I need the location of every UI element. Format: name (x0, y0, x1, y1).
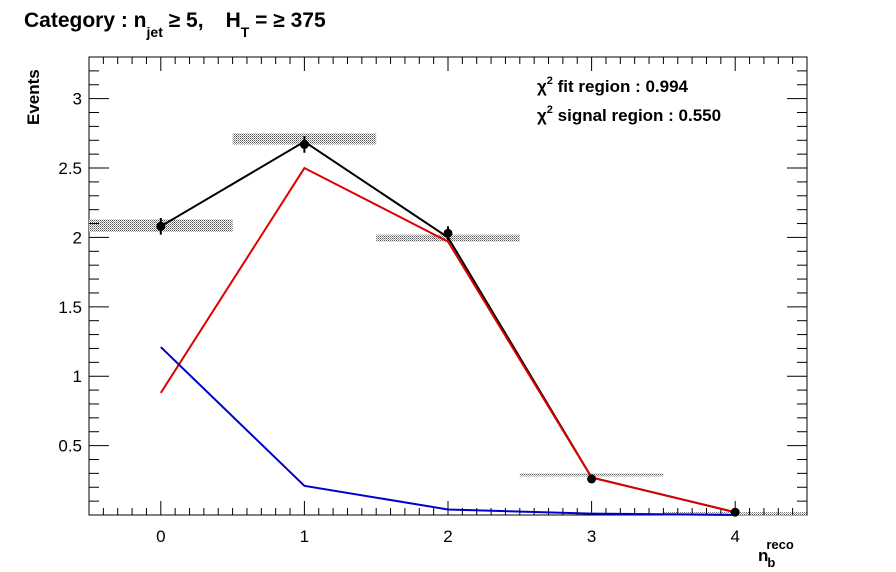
series-line-1 (159, 166, 736, 514)
y-tick-label: 1.5 (58, 298, 82, 317)
fit-chi: χ (537, 77, 547, 96)
data-point (299, 139, 309, 149)
x-tick-label: 3 (587, 527, 596, 546)
x-axis-title-sup: reco (766, 537, 794, 552)
y-tick-labels: 0.5 1 1.5 2 2.5 3 (58, 90, 82, 456)
data-point (156, 221, 166, 231)
x-tick-label: 2 (443, 527, 452, 546)
signal-region-annotation: χ2 signal region : 0.550 (537, 104, 721, 125)
fit-chi-sup: 2 (547, 75, 553, 87)
y-tick-label: 1 (73, 367, 82, 386)
x-tick-label: 0 (156, 527, 165, 546)
x-tick-label: 4 (730, 527, 739, 546)
chart-title: Category : njet ≥ 5, HT = ≥ 375 (24, 9, 326, 40)
data-point (730, 507, 740, 517)
uncertainty-bands (89, 133, 807, 516)
y-tick-label: 0.5 (58, 437, 82, 456)
x-axis-title: nb reco (758, 537, 794, 570)
signal-chi-sup: 2 (547, 104, 553, 116)
fit-region-label: fit region : 0.994 (553, 77, 689, 96)
y-tick-label: 2.5 (58, 159, 82, 178)
series-line-2 (160, 346, 736, 516)
title-prefix: Category : n (24, 9, 147, 32)
plot-frame (88, 56, 808, 516)
title-ht-rel: = ≥ 375 (249, 9, 326, 32)
x-axis-title-main: n (758, 546, 768, 565)
series-lines (159, 140, 736, 516)
x-tick-labels: 0 1 2 3 4 (156, 527, 740, 546)
signal-chi: χ (537, 106, 547, 125)
title-njet-rel: ≥ 5, (163, 9, 204, 32)
fit-region-annotation: χ2 fit region : 0.994 (537, 75, 689, 96)
axis-ticks (88, 56, 808, 515)
y-tick-label: 3 (73, 90, 82, 109)
data-points (156, 136, 740, 517)
y-tick-label: 2 (73, 228, 82, 247)
signal-region-label: signal region : 0.550 (553, 106, 721, 125)
title-ht: H (226, 9, 241, 32)
series-line-0 (160, 140, 736, 514)
data-point (443, 228, 453, 238)
y-axis-title: Events (24, 69, 43, 125)
data-point (587, 474, 597, 484)
x-tick-label: 1 (300, 527, 309, 546)
title-njet-sub: jet (146, 24, 164, 40)
title-ht-sub: T (241, 24, 250, 40)
x-axis-title-sub: b (767, 555, 775, 570)
